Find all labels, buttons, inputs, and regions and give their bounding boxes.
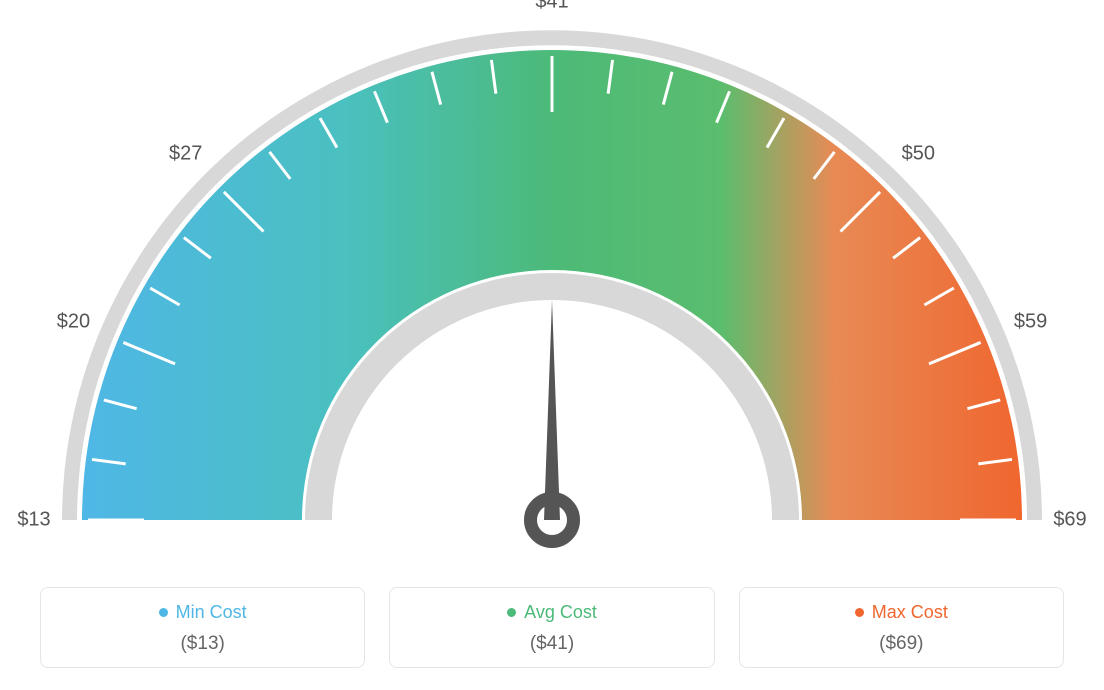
gauge-svg xyxy=(0,0,1104,560)
legend-label: Min Cost xyxy=(176,602,247,623)
dot-icon xyxy=(159,608,168,617)
legend-title-avg: Avg Cost xyxy=(507,602,597,623)
gauge-tick-label: $20 xyxy=(57,310,90,333)
cost-gauge-chart: $13 $20 $27 $41 $50 $59 $69 Min Cost ($13) Avg… xyxy=(0,0,1104,690)
gauge-area: $13 $20 $27 $41 $50 $59 $69 xyxy=(0,0,1104,560)
gauge-needle xyxy=(544,300,560,520)
legend-label: Avg Cost xyxy=(524,602,597,623)
legend-row: Min Cost ($13) Avg Cost ($41) Max Cost (… xyxy=(40,587,1064,668)
legend-card-avg: Avg Cost ($41) xyxy=(389,587,714,668)
legend-label: Max Cost xyxy=(872,602,948,623)
gauge-tick-label: $13 xyxy=(17,509,50,532)
gauge-tick-label: $59 xyxy=(1014,310,1047,333)
gauge-tick-label: $41 xyxy=(535,0,568,14)
gauge-tick-label: $27 xyxy=(169,142,202,165)
gauge-tick-label: $69 xyxy=(1053,509,1086,532)
legend-value-max: ($69) xyxy=(740,633,1063,655)
legend-title-min: Min Cost xyxy=(159,602,247,623)
legend-title-max: Max Cost xyxy=(855,602,948,623)
legend-card-min: Min Cost ($13) xyxy=(40,587,365,668)
gauge-tick-label: $50 xyxy=(902,142,935,165)
legend-card-max: Max Cost ($69) xyxy=(739,587,1064,668)
legend-value-min: ($13) xyxy=(41,633,364,655)
dot-icon xyxy=(855,608,864,617)
legend-value-avg: ($41) xyxy=(390,633,713,655)
dot-icon xyxy=(507,608,516,617)
